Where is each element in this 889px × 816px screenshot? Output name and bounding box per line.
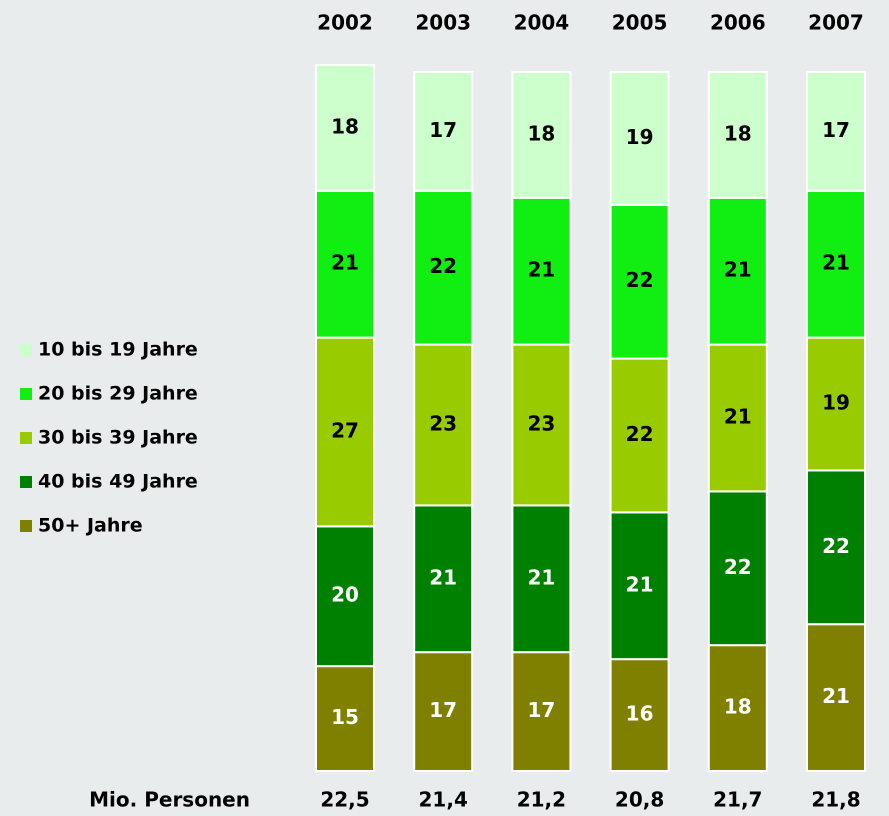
x-tick-label: 2002 xyxy=(317,11,373,35)
legend-swatch xyxy=(20,520,32,532)
x-tick-label: 2003 xyxy=(415,11,471,35)
data-label: 21 xyxy=(822,684,850,708)
bar-segment xyxy=(511,504,572,654)
data-label: 20 xyxy=(331,583,359,607)
data-label: 18 xyxy=(724,695,752,719)
bar-segment xyxy=(806,189,866,339)
legend-label: 50+ Jahre xyxy=(38,515,143,537)
x-tick-label: 2006 xyxy=(710,11,766,35)
data-label: 21 xyxy=(527,258,555,282)
legend-label: 40 bis 49 Jahre xyxy=(38,471,198,493)
data-label: 22 xyxy=(626,268,654,292)
data-label: 21 xyxy=(527,565,555,589)
legend-label: 30 bis 39 Jahre xyxy=(38,427,198,449)
bar-segment xyxy=(315,189,375,339)
total-label: 21,7 xyxy=(713,788,762,812)
bar-segment xyxy=(511,343,572,507)
data-label: 17 xyxy=(429,118,457,142)
bar-segment xyxy=(315,336,375,528)
data-label: 16 xyxy=(626,702,654,726)
bar-segment xyxy=(413,504,474,654)
data-label: 23 xyxy=(429,411,457,435)
data-label: 18 xyxy=(724,121,752,145)
data-label: 22 xyxy=(626,422,654,446)
bar-segment xyxy=(511,651,572,773)
bar-segment xyxy=(806,70,866,192)
bar-segment xyxy=(806,336,866,472)
legend-swatch xyxy=(20,432,32,444)
data-label: 22 xyxy=(724,555,752,579)
data-label: 21 xyxy=(331,251,359,275)
x-tick-label: 2004 xyxy=(514,11,570,35)
totals-label: Mio. Personen xyxy=(89,788,250,812)
bar-segment xyxy=(413,70,474,192)
data-label: 21 xyxy=(724,405,752,429)
data-label: 19 xyxy=(626,125,654,149)
data-label: 21 xyxy=(724,258,752,282)
bar-segment xyxy=(511,70,572,199)
data-label: 17 xyxy=(822,118,850,142)
legend-swatch xyxy=(20,344,32,356)
total-label: 22,5 xyxy=(320,788,369,812)
data-label: 21 xyxy=(626,572,654,596)
data-label: 27 xyxy=(331,418,359,442)
data-label: 15 xyxy=(331,705,359,729)
data-label: 21 xyxy=(822,251,850,275)
total-label: 20,8 xyxy=(615,788,664,812)
x-tick-label: 2007 xyxy=(808,11,864,35)
legend-swatch xyxy=(20,388,32,400)
bar-segment xyxy=(413,651,474,773)
bar-segment xyxy=(707,490,768,647)
bar-segment xyxy=(707,70,768,199)
legend-label: 20 bis 29 Jahre xyxy=(38,383,198,405)
bar-segment xyxy=(609,203,670,360)
data-label: 17 xyxy=(527,698,555,722)
total-label: 21,4 xyxy=(419,788,468,812)
data-label: 21 xyxy=(429,565,457,589)
total-label: 21,8 xyxy=(811,788,860,812)
data-label: 17 xyxy=(429,698,457,722)
bar-segment xyxy=(707,196,768,346)
bar-segment xyxy=(609,70,670,206)
data-label: 19 xyxy=(822,391,850,415)
legend-label: 10 bis 19 Jahre xyxy=(38,339,198,361)
bar-segment xyxy=(315,64,375,192)
data-label: 18 xyxy=(331,114,359,138)
data-label: 23 xyxy=(527,411,555,435)
data-label: 22 xyxy=(822,534,850,558)
data-label: 18 xyxy=(527,121,555,145)
bar-segment xyxy=(413,189,474,346)
bar-segment xyxy=(315,665,375,772)
bar-segment xyxy=(609,658,670,772)
data-label: 22 xyxy=(429,254,457,278)
bar-segment xyxy=(413,343,474,507)
bar-segment xyxy=(806,623,866,773)
total-label: 21,2 xyxy=(517,788,566,812)
bar-segment xyxy=(609,357,670,514)
x-tick-label: 2005 xyxy=(612,11,668,35)
bar-segment xyxy=(609,511,670,661)
legend-swatch xyxy=(20,476,32,488)
